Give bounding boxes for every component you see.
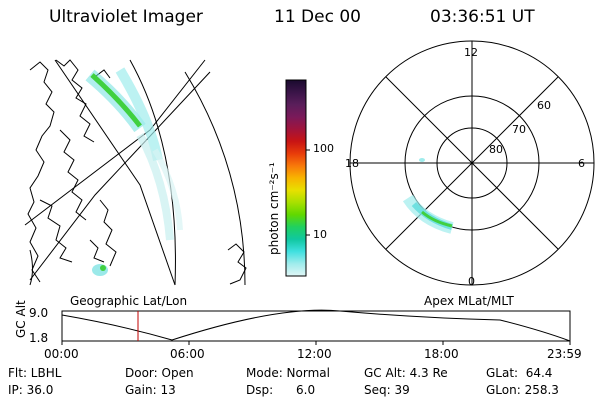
polar-plot <box>349 40 595 286</box>
status-glat: GLat: 64.4 <box>486 366 553 380</box>
mlt-label-18: 18 <box>345 157 359 170</box>
lat-label-60: 60 <box>537 99 551 112</box>
status-seq: Seq: 39 <box>364 383 410 397</box>
altitude-y-label: GC Alt <box>14 300 28 338</box>
altitude-tick-max: 9.0 <box>29 306 49 320</box>
status-glon: GLon: 258.3 <box>486 383 559 397</box>
polar-aurora <box>402 158 454 234</box>
lat-label-70: 70 <box>512 123 526 136</box>
status-gain: Gain: 13 <box>125 383 176 397</box>
time-label: 03:36:51 UT <box>430 7 535 27</box>
x-tick-0600: 06:00 <box>170 347 205 361</box>
geographic-panel-title: Geographic Lat/Lon <box>70 294 188 308</box>
x-tick-2359: 23:59 <box>547 347 582 361</box>
polar-panel-title: Apex MLat/MLT <box>424 294 514 308</box>
status-ip: IP: 36.0 <box>8 383 54 397</box>
status-door: Door: Open <box>125 366 194 380</box>
date-label: 11 Dec 00 <box>274 7 361 27</box>
altitude-plot <box>61 309 571 345</box>
status-gc-alt: GC Alt: 4.3 Re <box>364 366 448 380</box>
colorbar-tick-10: 10 <box>313 228 327 241</box>
mlt-label-12: 12 <box>464 46 478 59</box>
geographic-map <box>24 59 247 286</box>
x-tick-1200: 12:00 <box>297 347 332 361</box>
mlt-label-0: 0 <box>468 275 475 288</box>
altitude-tick-min: 1.8 <box>29 331 49 345</box>
status-mode: Mode: Normal <box>246 366 330 380</box>
x-tick-1800: 18:00 <box>424 347 459 361</box>
mlt-label-6: 6 <box>578 157 585 170</box>
lat-label-80: 80 <box>489 143 503 156</box>
geographic-aurora <box>85 67 183 276</box>
status-filter: Flt: LBHL <box>8 366 62 380</box>
x-tick-0000: 00:00 <box>44 347 79 361</box>
colorbar <box>285 79 307 277</box>
instrument-title: Ultraviolet Imager <box>49 7 203 27</box>
colorbar-tick-100: 100 <box>313 142 334 155</box>
colorbar-unit-label: photon cm⁻²s⁻¹ <box>267 162 281 255</box>
status-dsp: Dsp: 6.0 <box>246 383 316 397</box>
